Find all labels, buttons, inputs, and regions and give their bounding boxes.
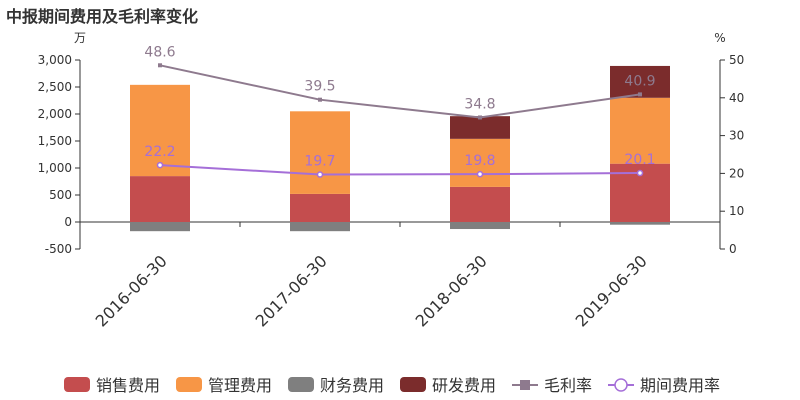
x-tick-label: 2017-06-30 (252, 251, 331, 330)
data-label-毛利率: 48.6 (144, 44, 175, 60)
x-tick-label: 2016-06-30 (92, 251, 171, 330)
bar-财务费用 (290, 222, 350, 232)
left-tick-label: 1,000 (38, 161, 72, 175)
bar-销售费用 (130, 176, 190, 222)
legend-item-财务费用: 财务费用 (288, 376, 384, 395)
left-tick-label: -500 (45, 242, 72, 256)
left-tick-label: 1,500 (38, 134, 72, 148)
legend-swatch (288, 377, 314, 392)
point-毛利率 (638, 92, 642, 97)
bar-管理费用 (450, 138, 510, 187)
data-label-期间费用率: 20.1 (624, 152, 655, 168)
right-tick-label: 20 (729, 166, 744, 180)
bar-财务费用 (130, 222, 190, 232)
legend-swatch (176, 377, 202, 392)
legend-swatch (64, 377, 90, 392)
x-tick-label: 2018-06-30 (412, 251, 491, 330)
right-tick-label: 10 (729, 204, 744, 218)
bar-销售费用 (290, 193, 350, 222)
legend-item-期间费用率: 期间费用率 (608, 376, 720, 395)
right-axis-unit: % (714, 31, 725, 45)
chart-title: 中报期间费用及毛利率变化 (6, 7, 199, 26)
legend-label: 财务费用 (320, 376, 384, 395)
legend: 销售费用 管理费用 财务费用 研发费用 毛利率 期间费用率 (64, 376, 720, 395)
left-axis-unit: 万 (74, 31, 86, 45)
x-tick-label: 2019-06-30 (572, 251, 651, 330)
bar-销售费用 (450, 186, 510, 222)
data-label-期间费用率: 22.2 (144, 144, 175, 160)
point-毛利率 (478, 115, 482, 120)
legend-item-研发费用: 研发费用 (400, 376, 496, 395)
right-tick-label: 30 (729, 129, 744, 143)
right-tick-label: 50 (729, 53, 744, 67)
data-label-毛利率: 39.5 (304, 79, 335, 95)
legend-item-销售费用: 销售费用 (64, 376, 160, 395)
left-tick-label: 500 (49, 188, 72, 202)
line-毛利率 (159, 64, 641, 119)
data-label-毛利率: 40.9 (624, 73, 655, 89)
data-label-毛利率: 34.8 (464, 96, 495, 112)
data-label-期间费用率: 19.7 (304, 154, 335, 170)
bar-管理费用 (130, 84, 190, 177)
bar-财务费用 (610, 222, 670, 225)
legend-swatch-marker (520, 380, 530, 390)
point-毛利率 (318, 97, 322, 102)
point-毛利率 (158, 63, 162, 68)
data-labels: 48.6 39.5 34.8 40.9 22.2 19.7 19.8 20.1 (144, 44, 655, 169)
lines (156, 63, 644, 178)
left-tick-label: 2,500 (38, 80, 72, 94)
legend-label: 管理费用 (208, 376, 272, 395)
right-tick-label: 40 (729, 91, 744, 105)
data-label-期间费用率: 19.8 (464, 153, 495, 169)
bar-研发费用 (450, 116, 510, 139)
legend-label: 期间费用率 (640, 376, 720, 395)
right-tick-label: 0 (729, 242, 737, 256)
bar-管理费用 (290, 111, 350, 194)
point-期间费用率 (156, 161, 164, 169)
point-期间费用率 (316, 171, 324, 178)
legend-label: 毛利率 (544, 376, 592, 395)
point-期间费用率 (476, 170, 484, 178)
bars (130, 65, 670, 232)
bar-财务费用 (450, 222, 510, 230)
left-tick-label: 2,000 (38, 107, 72, 121)
line-期间费用率 (159, 164, 641, 176)
legend-label: 销售费用 (96, 376, 160, 395)
point-期间费用率 (636, 169, 644, 177)
legend-swatch-marker (614, 378, 628, 392)
left-tick-label: 0 (64, 215, 72, 229)
legend-item-管理费用: 管理费用 (176, 376, 272, 395)
legend-label: 研发费用 (432, 376, 496, 395)
legend-item-毛利率: 毛利率 (512, 376, 592, 395)
legend-swatch (400, 377, 426, 392)
bar-管理费用 (610, 97, 670, 164)
left-tick-label: 3,000 (38, 53, 72, 67)
